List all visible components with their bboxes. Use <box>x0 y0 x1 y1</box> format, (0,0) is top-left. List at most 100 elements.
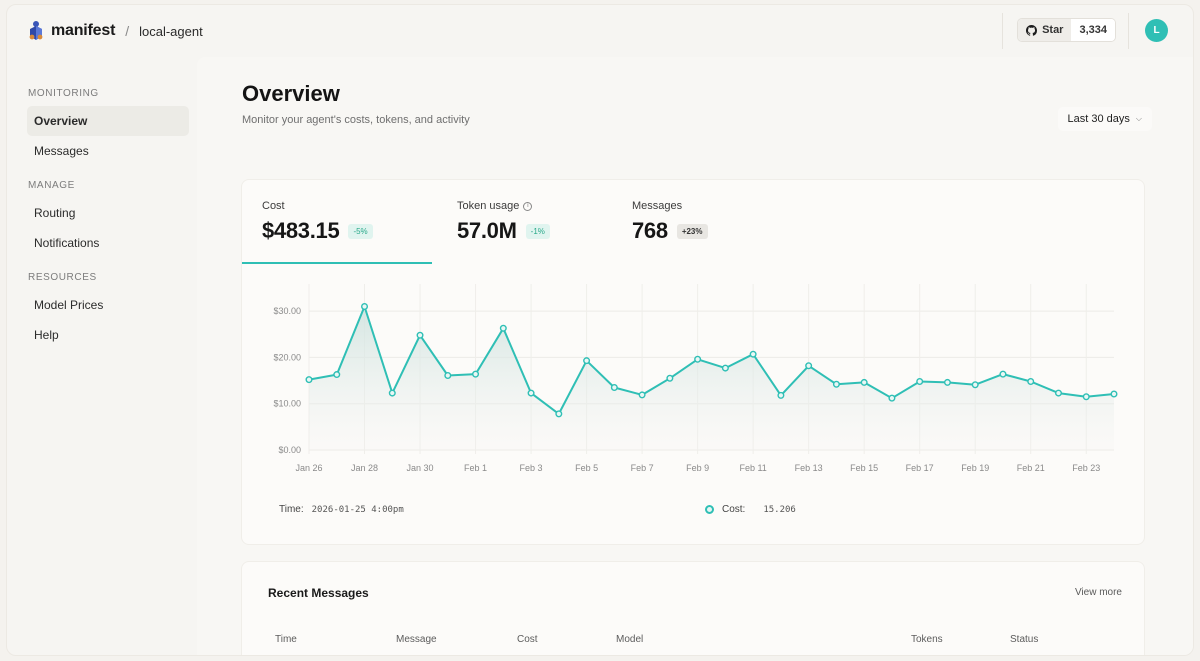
cost-data-point[interactable] <box>610 384 618 392</box>
github-star-count: 3,334 <box>1071 19 1115 41</box>
sidebar-item-notifications[interactable]: Notifications <box>34 236 100 250</box>
cost-data-point[interactable] <box>666 374 674 382</box>
github-star-button[interactable]: Star 3,334 <box>1017 18 1116 42</box>
series-dot-icon <box>705 505 714 514</box>
cost-area <box>309 306 1114 450</box>
tooltip-series: Cost: 15.206 <box>705 504 796 515</box>
github-star[interactable]: Star <box>1018 19 1072 41</box>
sidebar: MONITORING Overview Messages MANAGE Rout… <box>7 57 197 655</box>
kpi-cost[interactable]: Cost $483.15 -5% <box>262 200 373 244</box>
change-badge: +23% <box>676 223 708 239</box>
cost-data-point[interactable] <box>694 355 702 363</box>
manifest-logo-icon[interactable] <box>27 20 45 42</box>
cost-data-point[interactable] <box>916 377 924 385</box>
x-tick-label: Jan 28 <box>351 463 378 473</box>
kpi-value: 768 <box>632 218 668 243</box>
sidebar-item-messages[interactable]: Messages <box>34 144 89 158</box>
cost-data-point[interactable] <box>943 378 951 386</box>
cost-data-point[interactable] <box>444 371 452 379</box>
cost-data-point[interactable] <box>777 391 785 399</box>
app-window: manifest / local-agent Star 3,334 L MONI… <box>6 4 1194 656</box>
column-header-time[interactable]: Time <box>275 634 297 645</box>
date-range-select[interactable]: Last 30 days ⌵ <box>1057 107 1152 131</box>
y-tick-label: $30.00 <box>273 306 301 316</box>
column-header-status[interactable]: Status <box>1010 634 1039 645</box>
main-content: Overview Monitor your agent's costs, tok… <box>197 57 1193 655</box>
kpi-messages[interactable]: Messages 768 +23% <box>632 200 708 244</box>
sidebar-section-manage: MANAGE <box>28 180 75 191</box>
active-tab-indicator <box>242 262 432 264</box>
kpi-tabs: Cost $483.15 -5% Token usage i 57.0M -1% <box>242 180 1144 264</box>
cost-data-point[interactable] <box>361 303 369 311</box>
brand-name[interactable]: manifest <box>51 22 116 39</box>
cost-data-point[interactable] <box>499 324 507 332</box>
sidebar-section-resources: RESOURCES <box>28 272 97 283</box>
cost-data-point[interactable] <box>388 389 396 397</box>
cost-data-point[interactable] <box>749 350 757 358</box>
topbar-divider <box>1128 13 1129 49</box>
sidebar-item-help[interactable]: Help <box>34 328 59 342</box>
breadcrumb: manifest / local-agent <box>27 20 203 42</box>
cost-data-point[interactable] <box>721 364 729 372</box>
cost-data-point[interactable] <box>583 357 591 365</box>
x-tick-label: Feb 7 <box>631 463 654 473</box>
cost-data-point[interactable] <box>1110 390 1118 398</box>
kpi-label: Messages <box>632 200 683 212</box>
cost-data-point[interactable] <box>472 370 480 378</box>
cost-data-point[interactable] <box>333 371 341 379</box>
github-icon <box>1026 24 1038 36</box>
cost-data-point[interactable] <box>1027 377 1035 385</box>
chevron-down-icon: ⌵ <box>1135 114 1142 123</box>
cost-data-point[interactable] <box>888 394 896 402</box>
kpi-value: 57.0M <box>457 218 517 243</box>
sidebar-item-model-prices[interactable]: Model Prices <box>34 298 104 312</box>
x-tick-label: Jan 26 <box>295 463 322 473</box>
x-tick-label: Feb 15 <box>850 463 878 473</box>
cost-data-point[interactable] <box>832 380 840 388</box>
breadcrumb-separator: / <box>125 23 130 39</box>
cost-data-point[interactable] <box>860 378 868 386</box>
column-header-message[interactable]: Message <box>396 634 437 645</box>
info-icon[interactable]: i <box>523 201 533 211</box>
cost-chart[interactable]: $0.00 $10.00 $20.00 $30.00 Jan 26 Jan 28 Jan 3… <box>242 280 1146 480</box>
x-tick-label: Feb 5 <box>575 463 598 473</box>
cost-data-point[interactable] <box>555 410 563 418</box>
cost-data-point[interactable] <box>305 376 313 384</box>
cost-series-line <box>308 305 1115 415</box>
github-star-label: Star <box>1042 24 1064 36</box>
cost-data-point[interactable] <box>999 370 1007 378</box>
page-subtitle: Monitor your agent's costs, tokens, and … <box>242 114 470 126</box>
breadcrumb-project[interactable]: local-agent <box>139 23 203 39</box>
cost-data-point[interactable] <box>1082 393 1090 401</box>
date-range-label: Last 30 days <box>1067 113 1130 125</box>
sidebar-item-overview[interactable]: Overview <box>27 106 189 136</box>
cost-data-point[interactable] <box>971 381 979 389</box>
tooltip-time: Time: 2026-01-25 4:00pm <box>279 504 404 515</box>
tooltip-series-label: Cost: <box>722 504 746 515</box>
x-tick-label: Feb 3 <box>520 463 543 473</box>
cost-data-point[interactable] <box>638 391 646 399</box>
cost-data-point[interactable] <box>527 389 535 397</box>
top-bar: manifest / local-agent Star 3,334 L <box>7 5 1193 57</box>
change-badge: -5% <box>348 223 373 239</box>
sidebar-item-routing[interactable]: Routing <box>34 206 76 220</box>
x-tick-label: Feb 1 <box>464 463 487 473</box>
column-header-model[interactable]: Model <box>616 634 644 645</box>
y-tick-label: $10.00 <box>273 399 301 409</box>
kpi-token-usage[interactable]: Token usage i 57.0M -1% <box>457 200 550 244</box>
x-tick-label: Feb 23 <box>1072 463 1100 473</box>
x-tick-label: Feb 9 <box>686 463 709 473</box>
column-header-tokens[interactable]: Tokens <box>911 634 943 645</box>
kpi-label: Token usage <box>457 200 520 212</box>
kpi-label: Cost <box>262 200 285 212</box>
avatar[interactable]: L <box>1145 19 1168 42</box>
column-header-cost[interactable]: Cost <box>517 634 538 645</box>
cost-data-point[interactable] <box>416 331 424 339</box>
cost-data-point[interactable] <box>805 362 813 370</box>
kpi-value: $483.15 <box>262 218 340 243</box>
view-more-link[interactable]: View more <box>1074 587 1122 598</box>
x-tick-label: Feb 11 <box>739 463 766 473</box>
x-tick-label: Feb 21 <box>1017 463 1045 473</box>
x-tick-label: Feb 17 <box>906 463 934 473</box>
cost-data-point[interactable] <box>1054 389 1062 397</box>
